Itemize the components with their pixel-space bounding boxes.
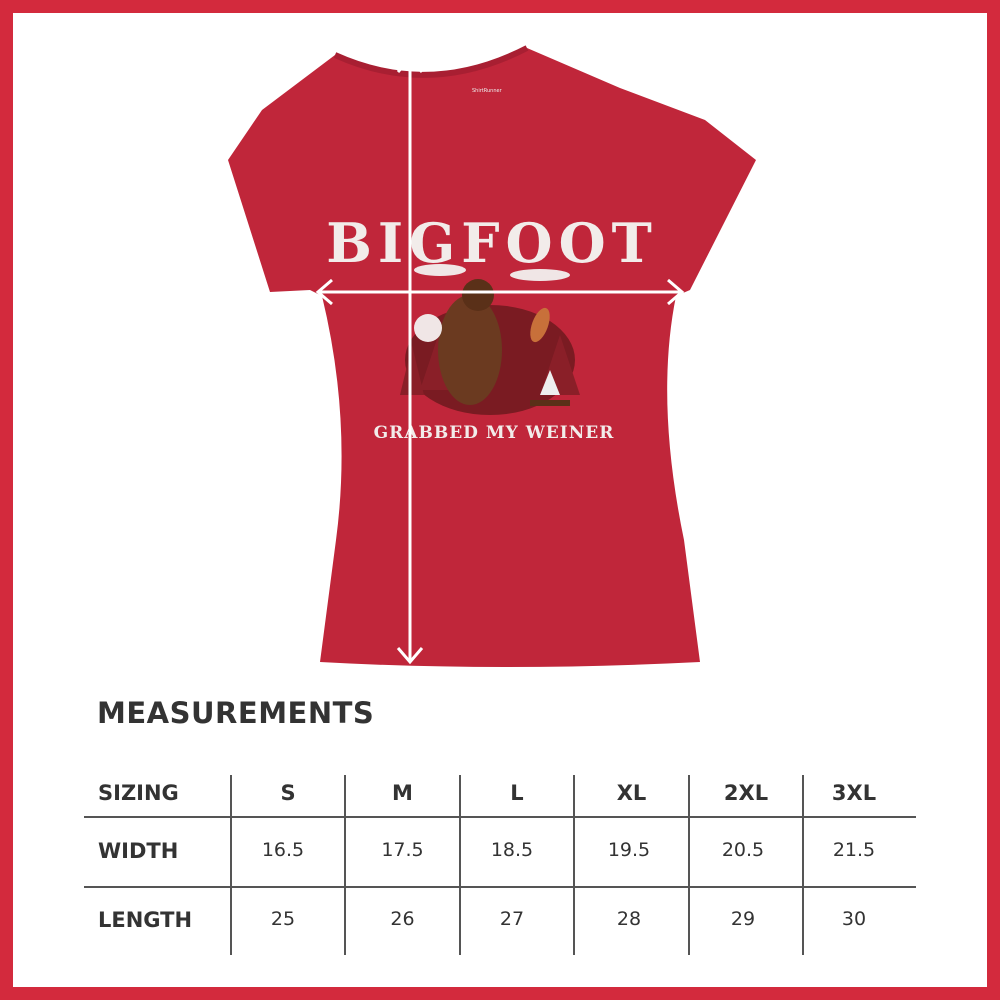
row-label-width: WIDTH (98, 839, 179, 863)
graphic-artwork: BIGFOOT GRABBED MY WEINER (326, 211, 658, 443)
length-value: 29 (730, 908, 756, 930)
row-divider (84, 886, 916, 888)
column-divider (802, 775, 804, 955)
size-header: L (510, 781, 524, 805)
length-value: 25 (270, 908, 296, 930)
size-header: 3XL (831, 781, 877, 805)
column-divider (230, 775, 232, 955)
measurements-title: MEASUREMENTS (97, 696, 375, 730)
row-label-length: LENGTH (98, 908, 193, 932)
neck-label: ShirtRunner (472, 88, 502, 94)
size-header: XL (616, 781, 647, 805)
width-value: 19.5 (607, 839, 651, 861)
tshirt-collar (333, 45, 529, 78)
graphic-title: BIGFOOT (326, 211, 658, 275)
column-divider (344, 775, 346, 955)
width-value: 17.5 (381, 839, 424, 861)
length-value: 30 (841, 908, 867, 930)
width-arrow (315, 278, 685, 306)
size-header: M (392, 781, 413, 805)
sizing-header: SIZING (98, 781, 179, 805)
width-value: 21.5 (832, 839, 876, 861)
size-header: S (280, 781, 296, 805)
column-divider (573, 775, 575, 955)
length-value: 27 (499, 908, 525, 930)
length-value: 26 (390, 908, 415, 930)
width-value: 20.5 (721, 839, 765, 861)
length-arrow (396, 55, 424, 665)
width-value: 18.5 (490, 839, 534, 861)
tshirt-image: BIGFOOT GRABBED MY WEINER (228, 45, 756, 667)
column-divider (459, 775, 461, 955)
graphic-subtitle: GRABBED MY WEINER (374, 423, 615, 443)
size-header: 2XL (723, 781, 769, 805)
column-divider (688, 775, 690, 955)
length-value: 28 (616, 908, 642, 930)
row-divider (84, 816, 916, 818)
width-value: 16.5 (261, 839, 305, 861)
